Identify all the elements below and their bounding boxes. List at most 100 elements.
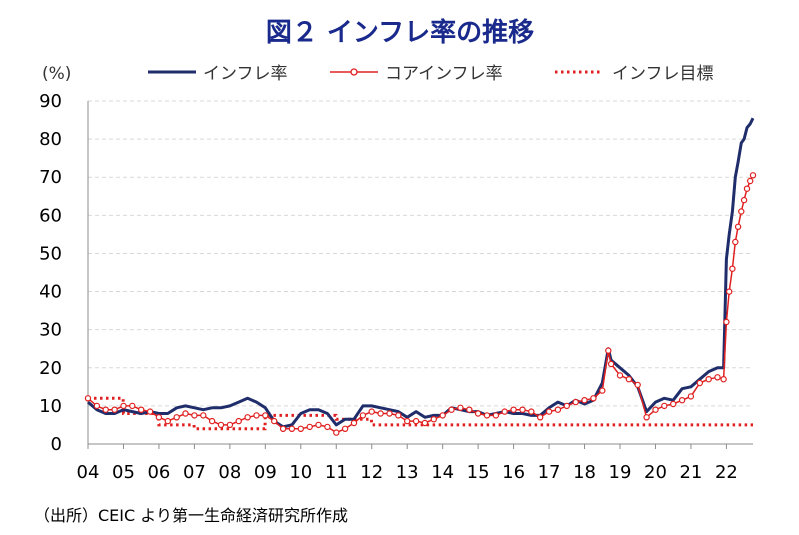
- core-inflation-point: [191, 412, 198, 419]
- core-inflation-point: [474, 410, 482, 417]
- x-tick-label: 14: [431, 462, 454, 483]
- core-inflation-point: [253, 412, 260, 419]
- core-inflation-point: [747, 177, 754, 185]
- core-inflation-point: [605, 347, 612, 354]
- legend-marker-core: [350, 68, 358, 76]
- core-inflation-point: [448, 406, 455, 413]
- y-tick-label: 70: [39, 167, 62, 188]
- core-inflation-point: [634, 381, 641, 389]
- core-inflation-point: [235, 417, 242, 425]
- chart-title: 図２ インフレ率の推移: [266, 17, 534, 48]
- y-tick-label: 50: [39, 243, 62, 264]
- core-inflation-point: [714, 374, 721, 381]
- x-tick-label: 13: [396, 462, 419, 483]
- core-inflation-point: [111, 406, 118, 413]
- core-inflation-point: [528, 408, 535, 415]
- core-inflation-point: [377, 410, 384, 417]
- core-inflation-point: [226, 421, 234, 429]
- y-tick-label: 10: [39, 396, 62, 417]
- core-inflation-point: [297, 425, 304, 432]
- core-inflation-point: [120, 402, 127, 410]
- series-line-inflation-target: [88, 396, 753, 431]
- x-tick-label: 09: [254, 462, 277, 483]
- core-inflation-point: [720, 376, 727, 383]
- x-tick-label: 07: [183, 462, 206, 483]
- core-inflation-point: [625, 376, 633, 383]
- core-inflation-point: [395, 412, 402, 419]
- core-inflation-point: [146, 408, 154, 415]
- core-inflation-point: [466, 406, 473, 413]
- x-tick-label: 19: [609, 462, 632, 483]
- core-inflation-point: [421, 419, 429, 427]
- x-tick-labels: 04 05 06 07 08 09 10 11 12 13 14 15 16 17 18 19 20 21 22: [77, 462, 738, 483]
- y-tick-label: 80: [39, 129, 62, 150]
- core-inflation-point: [729, 265, 736, 272]
- x-tick-label: 21: [679, 462, 702, 483]
- core-inflation-point: [288, 425, 296, 432]
- x-tick-label: 17: [538, 462, 561, 483]
- core-inflation-point: [519, 406, 526, 413]
- core-inflation-point: [93, 402, 101, 410]
- core-inflation-point: [155, 414, 163, 421]
- x-tick-label: 16: [502, 462, 525, 483]
- core-inflation-point: [572, 398, 579, 406]
- core-inflation-point: [616, 372, 624, 379]
- core-inflation-point: [501, 408, 508, 415]
- y-tick-label: 30: [39, 320, 62, 341]
- legend: インフレ率 コアインフレ率 インフレ目標: [148, 64, 714, 84]
- core-inflation-point: [333, 429, 340, 436]
- core-inflation-point: [643, 414, 650, 421]
- x-tick-label: 08: [218, 462, 241, 483]
- plot-area: 0 10 20 30 40 50 60 70 80 90 04 05 06 07 08 09 10 11 12 13…: [39, 91, 757, 483]
- core-inflation-point: [687, 393, 695, 400]
- y-tick-label: 20: [39, 358, 62, 379]
- core-inflation-point: [678, 397, 686, 404]
- core-inflation-point: [492, 412, 500, 419]
- core-inflation-point: [324, 423, 331, 431]
- core-inflation-point: [279, 425, 287, 432]
- core-inflation-point: [726, 288, 733, 295]
- core-inflation-point: [341, 425, 349, 432]
- core-inflation-point: [581, 397, 588, 404]
- x-tick-label: 20: [644, 462, 667, 483]
- core-inflation-point: [271, 417, 278, 425]
- y-tick-label: 90: [39, 91, 62, 112]
- legend-label-core: コアインフレ率: [385, 64, 503, 84]
- core-inflation-point: [173, 414, 180, 421]
- axes: [87, 101, 753, 449]
- core-inflation-point: [359, 412, 367, 419]
- core-inflation-point: [457, 404, 464, 411]
- core-inflation-point: [244, 414, 251, 421]
- x-tick-label: 11: [325, 462, 348, 483]
- core-inflation-point: [439, 412, 446, 419]
- core-inflation-point: [200, 412, 207, 419]
- core-inflation-point: [102, 406, 109, 413]
- core-inflation-point: [208, 417, 216, 425]
- core-inflation-point: [137, 406, 145, 413]
- core-inflation-point: [732, 238, 739, 246]
- x-tick-label: 10: [289, 462, 312, 483]
- y-tick-label: 40: [39, 282, 62, 303]
- x-tick-label: 04: [77, 462, 100, 483]
- core-inflation-point: [661, 402, 668, 410]
- core-inflation-point: [554, 406, 562, 413]
- core-inflation-point: [743, 185, 751, 192]
- core-inflation-point: [607, 360, 615, 368]
- legend-label-target: インフレ目標: [612, 64, 714, 84]
- core-inflation-point: [537, 414, 544, 421]
- core-inflation-point: [182, 410, 189, 417]
- x-tick-label: 12: [360, 462, 383, 483]
- y-tick-label: 0: [51, 434, 62, 455]
- core-inflation-point: [740, 196, 748, 204]
- core-inflation-point: [386, 410, 393, 417]
- core-inflation-point: [404, 417, 411, 425]
- core-inflation-point: [262, 412, 269, 419]
- core-inflation-point: [563, 402, 571, 410]
- core-inflation-point: [696, 379, 704, 387]
- x-tick-label: 22: [715, 462, 738, 483]
- series-layer: [84, 117, 757, 436]
- core-inflation-point: [705, 376, 712, 383]
- core-inflation-point: [545, 408, 553, 415]
- series-line-core-inflation: [87, 174, 754, 434]
- y-tick-label: 60: [39, 205, 62, 226]
